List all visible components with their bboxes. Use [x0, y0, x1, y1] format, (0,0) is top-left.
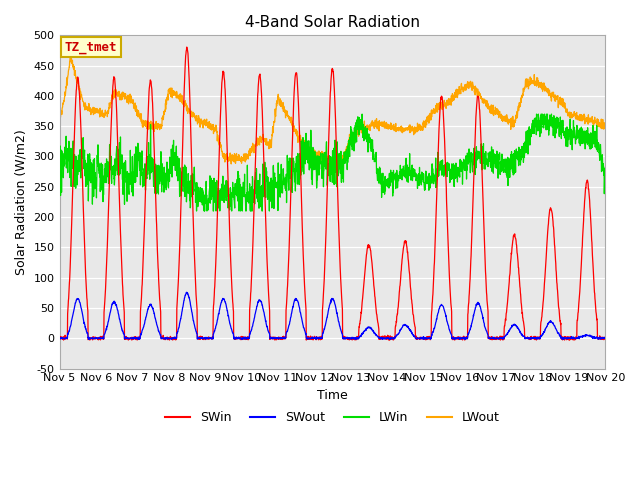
- LWout: [349, 130, 356, 136]
- LWout: [492, 104, 499, 110]
- LWout: [67, 52, 74, 58]
- LWout: [554, 95, 561, 101]
- SWin: [602, 336, 609, 342]
- Text: TZ_tmet: TZ_tmet: [65, 41, 118, 54]
- LWin: [569, 132, 577, 138]
- Line: LWin: LWin: [60, 114, 605, 211]
- SWin: [209, 336, 216, 342]
- LWin: [492, 165, 499, 170]
- SWin: [183, 44, 191, 50]
- LWin: [602, 165, 609, 170]
- Line: LWout: LWout: [60, 55, 605, 167]
- SWin: [554, 288, 561, 293]
- SWout: [134, 336, 142, 342]
- SWin: [569, 336, 577, 342]
- Line: SWout: SWout: [60, 292, 605, 339]
- SWout: [209, 335, 216, 341]
- LWin: [348, 147, 356, 153]
- LWout: [569, 113, 577, 119]
- SWout: [360, 328, 368, 334]
- LWout: [602, 124, 609, 130]
- SWin: [60, 337, 67, 343]
- Y-axis label: Solar Radiation (W/m2): Solar Radiation (W/m2): [15, 129, 28, 275]
- LWout: [56, 117, 63, 123]
- SWin: [492, 336, 499, 341]
- LWin: [56, 169, 63, 175]
- Line: SWin: SWin: [60, 47, 605, 340]
- SWout: [492, 336, 499, 342]
- SWin: [360, 275, 368, 281]
- SWout: [182, 289, 190, 295]
- LWin: [193, 208, 200, 214]
- LWout: [208, 125, 216, 131]
- SWin: [56, 336, 63, 341]
- SWout: [554, 330, 561, 336]
- SWout: [349, 336, 356, 341]
- SWout: [569, 336, 577, 341]
- SWout: [56, 335, 63, 341]
- LWin: [554, 124, 561, 130]
- LWout: [333, 164, 340, 169]
- Title: 4-Band Solar Radiation: 4-Band Solar Radiation: [245, 15, 420, 30]
- X-axis label: Time: Time: [317, 389, 348, 402]
- SWin: [349, 335, 356, 340]
- LWin: [358, 111, 366, 117]
- LWin: [360, 126, 368, 132]
- LWout: [360, 118, 368, 124]
- SWout: [602, 335, 609, 340]
- LWin: [208, 193, 216, 199]
- Legend: SWin, SWout, LWin, LWout: SWin, SWout, LWin, LWout: [160, 406, 505, 429]
